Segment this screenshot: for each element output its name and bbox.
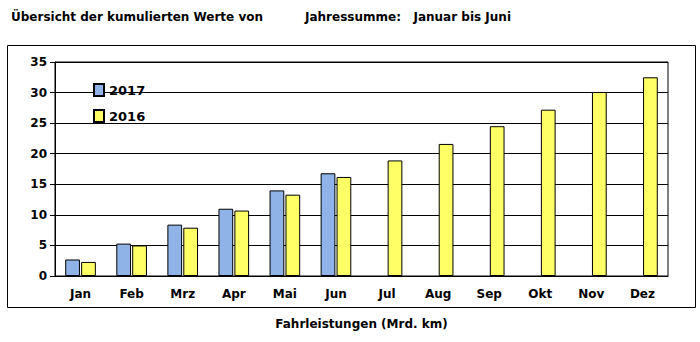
svg-text:20: 20 [30,147,47,161]
svg-text:Aug: Aug [425,287,451,301]
svg-text:Okt: Okt [528,287,552,301]
svg-text:Mrz: Mrz [170,287,195,301]
svg-text:Jun: Jun [324,287,347,301]
svg-text:35: 35 [30,55,47,69]
svg-text:30: 30 [30,86,47,100]
svg-text:Mai: Mai [273,287,297,301]
svg-text:5: 5 [39,238,47,252]
svg-text:Jul: Jul [377,287,395,301]
svg-text:15: 15 [30,177,47,191]
svg-text:Übersicht der kumulierten Wert: Übersicht der kumulierten Werte von [11,9,263,24]
svg-text:10: 10 [30,208,47,222]
svg-text:Feb: Feb [119,287,144,301]
svg-text:Jahressumme: Januar bis Juni: Jahressumme: Januar bis Juni [304,10,511,24]
svg-text:2016: 2016 [109,109,145,124]
svg-text:Nov: Nov [578,287,604,301]
svg-text:Dez: Dez [630,287,655,301]
svg-text:0: 0 [39,269,47,283]
svg-text:Apr: Apr [222,287,246,301]
svg-text:2017: 2017 [109,83,145,98]
svg-text:Jan: Jan [69,287,91,301]
svg-text:Fahrleistungen (Mrd. km): Fahrleistungen (Mrd. km) [275,317,447,331]
svg-text:Sep: Sep [477,287,503,301]
svg-text:25: 25 [30,116,47,130]
